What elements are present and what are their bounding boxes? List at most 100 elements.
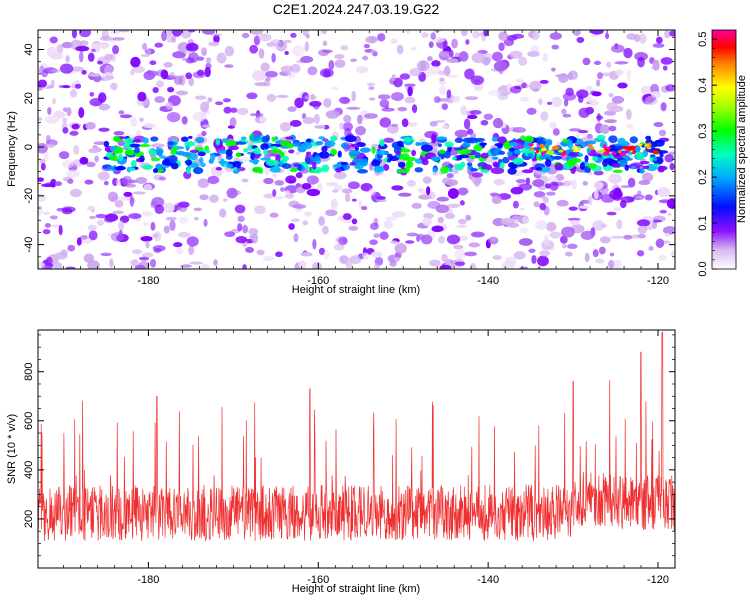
heatmap-cell: [295, 151, 301, 156]
heatmap-cell: [273, 196, 285, 200]
heatmap-cell: [284, 190, 291, 196]
heatmap-cell: [498, 31, 509, 41]
heatmap-cell: [71, 123, 80, 130]
heatmap-cell: [43, 150, 49, 162]
heatmap-cell: [447, 74, 460, 79]
heatmap-cell: [570, 158, 582, 164]
heatmap-cell: [171, 30, 183, 37]
heatmap-hotspot: [597, 149, 606, 154]
heatmap-cell: [226, 187, 238, 199]
heatmap-cell: [636, 219, 651, 227]
snr-panel: -180 -160 -140 -120 200 400 600 800 Height of …: [6, 329, 676, 595]
heatmap-cell: [124, 137, 134, 144]
heatmap-cell: [145, 240, 150, 249]
heatmap-hotspot: [637, 143, 643, 146]
heatmap-cell: [525, 177, 531, 185]
heatmap-cell: [431, 36, 446, 43]
heatmap-cell: [454, 248, 467, 260]
heatmap-cell: [100, 252, 112, 257]
colorbar-ticks: 0.0 0.1 0.2 0.3 0.4 0.5: [697, 32, 717, 277]
heatmap-cell: [569, 220, 580, 226]
heatmap-cell: [97, 171, 110, 181]
heatmap-cell: [248, 158, 260, 163]
heatmap-cell: [665, 84, 675, 92]
heatmap-cell: [575, 133, 580, 138]
heatmap-cell: [602, 154, 610, 159]
heatmap-cell: [546, 221, 557, 232]
heatmap-cell: [640, 85, 653, 95]
heatmap-cell: [426, 186, 431, 196]
heatmap-cell: [135, 177, 148, 184]
heatmap-cell: [71, 30, 78, 39]
heatmap-cell: [451, 95, 461, 103]
heatmap-cell: [294, 97, 304, 109]
heatmap-cell: [249, 30, 264, 35]
heatmap-cell: [193, 216, 199, 221]
heatmap-cell: [283, 39, 292, 44]
heatmap-cell: [355, 65, 369, 74]
heatmap-cell: [401, 118, 409, 128]
heatmap-cell: [38, 86, 43, 91]
colorbar-tick-label: 0.2: [697, 169, 709, 184]
heatmap-cell: [189, 261, 204, 265]
heatmap-cell: [416, 233, 425, 240]
heatmap-cell: [637, 233, 646, 239]
heatmap-cell: [50, 178, 57, 188]
heatmap-cell: [292, 204, 307, 209]
heatmap-cell: [373, 233, 380, 239]
heatmap-hotspot: [622, 146, 629, 150]
heatmap-cell: [512, 200, 519, 209]
heatmap-cell: [39, 159, 46, 164]
heatmap-cell: [192, 167, 204, 175]
heatmap-cell: [88, 73, 101, 77]
snr-x-label: Height of straight line (km): [292, 583, 420, 595]
heatmap-cell: [202, 124, 211, 128]
heatmap-cell: [186, 236, 199, 247]
heatmap-cell: [584, 140, 597, 145]
heatmap-cell: [664, 30, 671, 39]
heatmap-cell: [405, 240, 415, 244]
heatmap-cell: [358, 199, 363, 209]
heatmap-cell: [73, 144, 80, 155]
heatmap-cell: [151, 197, 165, 208]
heatmap-cell: [562, 138, 569, 143]
heatmap-cell: [458, 218, 467, 225]
colorbar-tick-label: 0.3: [697, 123, 709, 138]
heatmap-cell: [323, 250, 330, 260]
heatmap-cell: [344, 135, 357, 143]
heatmap-cell: [448, 168, 453, 173]
heatmap-cell: [301, 142, 313, 150]
heatmap-cell: [106, 166, 117, 171]
heatmap-cell: [582, 57, 591, 66]
heatmap-cell: [374, 262, 380, 269]
heatmap-cell: [544, 183, 552, 189]
heatmap-cell: [213, 34, 220, 44]
heatmap-cell: [142, 164, 153, 170]
heatmap-cell: [62, 85, 71, 89]
heatmap-cell: [626, 33, 637, 40]
heatmap-cell: [415, 141, 421, 147]
heatmap-cell: [65, 54, 70, 63]
heatmap-cell: [314, 125, 326, 129]
heatmap-cell: [494, 142, 504, 147]
heatmap-cell: [335, 167, 342, 173]
heatmap-cell: [453, 147, 463, 151]
heatmap-cell: [452, 244, 464, 250]
heatmap-cell: [606, 101, 618, 112]
heatmap-cell: [252, 70, 266, 82]
heatmap-cell: [258, 116, 267, 123]
heatmap-cell: [535, 167, 543, 171]
heatmap-cell: [356, 169, 369, 174]
heatmap-cell: [323, 98, 332, 108]
heatmap-cell: [540, 111, 549, 121]
heatmap-cell: [431, 135, 438, 142]
heatmap-cell: [468, 242, 481, 248]
heatmap-cell: [603, 110, 617, 116]
heatmap-cell: [138, 144, 151, 148]
heatmap-cell: [427, 65, 441, 75]
heatmap-hotspot: [603, 151, 610, 156]
heatmap-cell: [431, 60, 441, 67]
heatmap-cell: [381, 107, 395, 112]
heatmap-cell: [172, 51, 186, 59]
heatmap-cell: [421, 32, 429, 38]
